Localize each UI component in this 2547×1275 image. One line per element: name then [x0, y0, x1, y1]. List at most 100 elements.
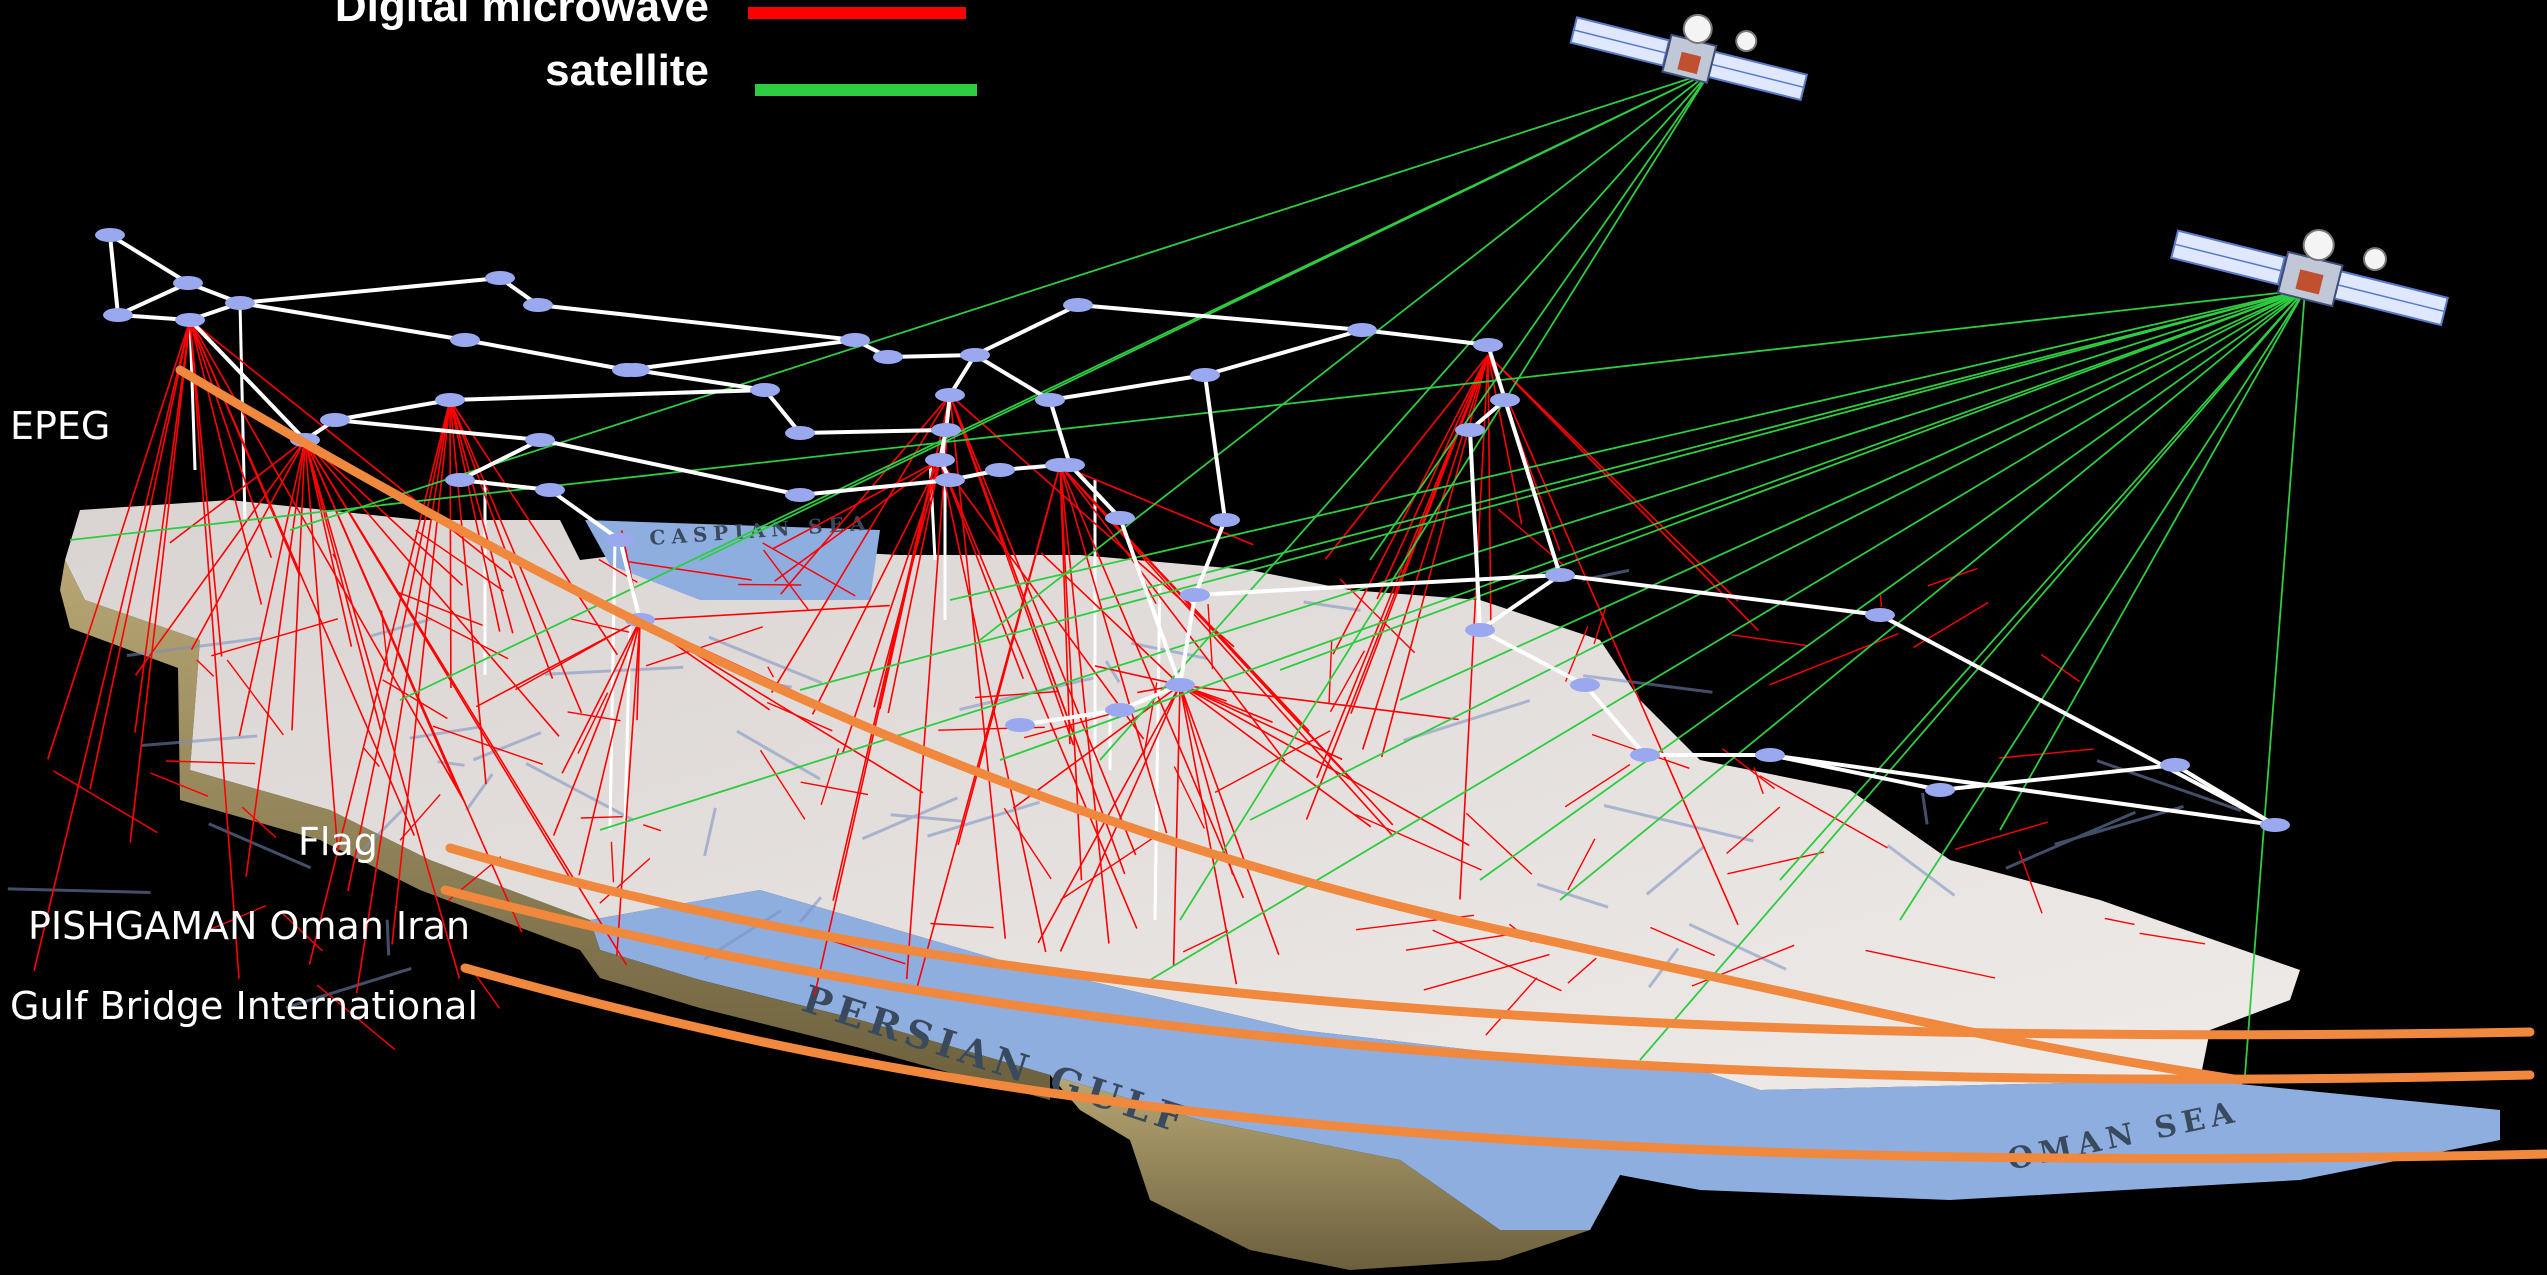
network-node	[535, 483, 565, 497]
microwave-link	[304, 439, 457, 787]
map-road	[1104, 660, 1121, 683]
microwave-link	[391, 399, 451, 945]
microwave-link	[1405, 931, 1523, 951]
backbone-link	[334, 398, 451, 422]
microwave-link	[1172, 684, 1181, 967]
microwave-link	[304, 439, 353, 647]
backbone-link	[1939, 763, 2176, 792]
map-road	[1645, 844, 1706, 896]
microwave-link	[189, 319, 263, 605]
cable-label-pishgaman: PISHGAMAN Oman Iran	[28, 904, 471, 948]
satellite-link	[1559, 289, 2306, 901]
microwave-link	[771, 459, 941, 550]
cable-label-epeg: EPEG	[10, 404, 111, 448]
map-road	[861, 796, 958, 841]
microwave-link	[1465, 812, 1533, 875]
map-road	[409, 725, 479, 740]
satellite-link	[1399, 289, 2306, 701]
backbone-link	[1479, 628, 1586, 687]
microwave-link	[316, 984, 396, 1051]
backbone-link	[117, 281, 189, 317]
microwave-link	[873, 459, 941, 708]
cable-pishgaman	[440, 885, 2535, 1084]
backbone-link	[334, 418, 541, 442]
microwave-link	[1487, 354, 1759, 631]
backbone-link	[1077, 303, 1363, 332]
map-road	[708, 635, 823, 685]
microwave-link	[189, 319, 240, 979]
network-node	[2260, 818, 2290, 832]
network-node	[605, 533, 635, 547]
backbone-link	[239, 301, 466, 342]
microwave-link	[1567, 838, 1596, 891]
network-node	[1490, 393, 1520, 407]
microwave-link	[930, 922, 994, 929]
microwave-link	[449, 399, 619, 656]
microwave-link	[780, 394, 951, 595]
legend-swatch-microwave	[748, 7, 966, 19]
microwave-link	[1060, 837, 1153, 901]
microwave-link	[432, 725, 544, 765]
microwave-link	[1059, 684, 1181, 952]
network-node	[1570, 678, 1600, 692]
microwave-link	[308, 399, 451, 965]
backbone-link	[1178, 594, 1197, 686]
backbone-link	[239, 276, 501, 305]
network-node	[935, 473, 965, 487]
legend-label-microwave: Digital microwave	[334, 0, 709, 31]
microwave-link	[645, 626, 763, 667]
microwave-link	[449, 399, 514, 634]
microwave-link	[767, 666, 775, 678]
microwave-link	[1769, 632, 1899, 686]
network-node	[320, 413, 350, 427]
cable-epeg	[175, 365, 2245, 1085]
satellite-link	[979, 71, 1711, 641]
network-node	[1165, 678, 1195, 692]
cable-gulf-bridge	[460, 963, 2547, 1163]
microwave-link	[1332, 354, 1489, 655]
backbone-link	[1879, 613, 2276, 827]
microwave-link	[1879, 594, 1883, 608]
microwave-link	[150, 772, 209, 797]
microwave-link	[1487, 354, 1492, 631]
satellite-link	[1369, 71, 1711, 561]
microwave-link	[417, 611, 509, 660]
satellite-link	[1099, 71, 1711, 761]
map-road	[1603, 804, 1754, 843]
legend-swatch-satellite	[755, 84, 977, 96]
microwave-link	[567, 711, 621, 722]
microwave-link	[449, 399, 554, 679]
network-node	[1630, 748, 1660, 762]
network-node	[173, 276, 203, 290]
microwave-link	[580, 816, 623, 819]
map-road	[798, 896, 823, 924]
microwave-link	[1564, 626, 1589, 682]
microwave-link	[382, 679, 448, 720]
network-node	[1865, 608, 1895, 622]
satellite-link	[999, 289, 2306, 761]
map-road	[370, 617, 433, 638]
backbone-link	[548, 488, 622, 542]
microwave-link	[887, 459, 941, 714]
network-node	[1180, 588, 1210, 602]
microwave-link	[1179, 684, 1234, 875]
microwave-link	[226, 659, 284, 736]
network-node	[935, 388, 965, 402]
microwave-link	[1731, 634, 1809, 647]
microwave-link	[1350, 354, 1489, 714]
microwave-link	[939, 459, 1024, 679]
microwave-link	[578, 619, 641, 876]
microwave-link	[52, 770, 158, 834]
microwave-link	[245, 439, 306, 877]
microwave-link	[1954, 821, 2048, 850]
satellite-link	[1779, 289, 2306, 881]
microwave-link	[552, 619, 641, 836]
map-road	[1583, 674, 1713, 694]
microwave-link	[939, 459, 1145, 740]
microwave-link	[211, 618, 339, 657]
satellite-link	[1179, 71, 1711, 921]
microwave-link	[47, 319, 191, 760]
network-node	[985, 463, 1015, 477]
network-node	[925, 453, 955, 467]
